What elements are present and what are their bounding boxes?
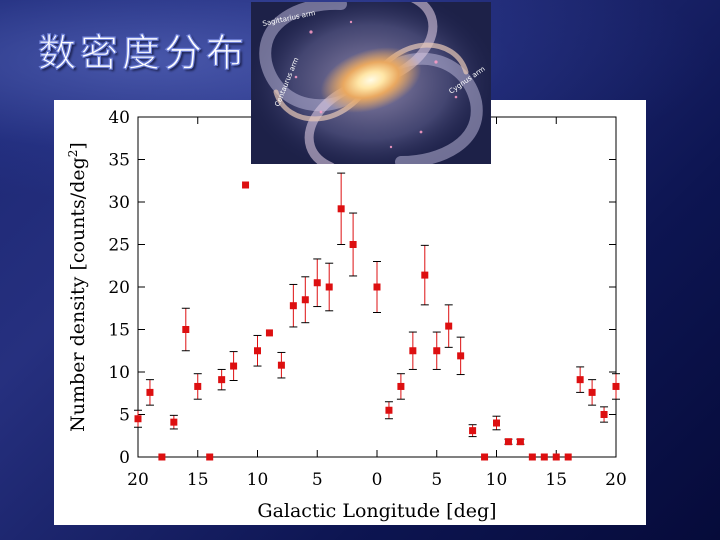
data-point <box>540 453 548 461</box>
data-point <box>600 411 608 418</box>
data-point <box>588 388 596 396</box>
slide-title: 数密度分布 <box>37 30 249 75</box>
x-tick-labels: 20 15 10 5 0 5 10 15 20 <box>127 470 627 490</box>
y-axis-label-sup: 2 <box>66 150 80 158</box>
error-bars <box>134 172 620 445</box>
data-point <box>313 279 321 287</box>
data-point <box>481 453 489 461</box>
data-point <box>158 453 166 461</box>
x-tick-label: 10 <box>247 470 269 490</box>
milky-way-illustration: Sagittarius arm Centaurus arm Cygnus arm <box>251 2 491 164</box>
data-point <box>301 296 309 304</box>
data-point <box>516 438 524 446</box>
y-axis-label-main: Number density [counts/deg <box>67 157 89 432</box>
x-tick-label: 20 <box>127 470 149 490</box>
x-tick-label: 5 <box>312 470 323 490</box>
y-tick-label: 20 <box>108 278 130 298</box>
data-point <box>170 418 178 426</box>
data-point <box>612 382 620 390</box>
data-point <box>552 453 560 461</box>
y-tick-label: 0 <box>119 448 130 468</box>
data-point <box>469 427 477 435</box>
y-tick-label: 10 <box>108 363 130 383</box>
y-axis-label-end: ] <box>67 142 89 149</box>
density-chart: 0 5 10 15 20 25 30 35 40 20 15 10 5 0 5 10 15 20 Galacti… <box>66 108 627 522</box>
data-point <box>242 181 250 189</box>
data-point <box>277 361 285 369</box>
data-point <box>230 362 238 370</box>
y-tick-label: 30 <box>108 193 130 213</box>
x-tick-label: 0 <box>372 470 383 490</box>
y-tick-label: 35 <box>108 151 130 171</box>
data-point <box>254 347 261 355</box>
data-point <box>182 326 190 333</box>
x-axis-label: Galactic Longitude [deg] <box>257 500 496 522</box>
data-point <box>337 205 345 213</box>
data-point <box>433 347 441 355</box>
data-point <box>206 453 214 461</box>
data-points <box>134 181 620 461</box>
y-tick-label: 40 <box>108 108 130 128</box>
data-point <box>397 382 405 390</box>
data-point <box>134 415 142 423</box>
data-point <box>146 388 154 396</box>
data-point <box>349 241 357 248</box>
x-tick-label: 20 <box>605 470 627 490</box>
x-tick-label: 5 <box>431 470 442 490</box>
data-point <box>457 352 465 360</box>
y-tick-label: 15 <box>108 321 130 341</box>
data-point <box>564 453 572 461</box>
chart-panel: 0 5 10 15 20 25 30 35 40 20 15 10 5 0 5 10 15 20 Galacti… <box>54 100 646 525</box>
tick-marks <box>137 116 617 458</box>
data-point <box>576 376 584 384</box>
data-point <box>504 438 512 446</box>
data-point <box>409 347 417 355</box>
y-tick-labels: 0 5 10 15 20 25 30 35 40 <box>108 108 130 468</box>
data-point <box>421 271 429 279</box>
data-point <box>445 322 453 330</box>
y-tick-label: 25 <box>108 236 130 256</box>
y-axis-label: Number density [counts/deg2] <box>66 142 89 432</box>
data-point <box>528 453 536 461</box>
data-point <box>265 329 273 337</box>
data-point <box>493 419 500 427</box>
x-tick-label: 15 <box>187 470 209 490</box>
data-point <box>373 283 381 291</box>
x-tick-label: 10 <box>486 470 508 490</box>
data-point <box>289 302 297 310</box>
y-tick-label: 5 <box>119 406 130 426</box>
data-point <box>218 376 226 384</box>
data-point <box>325 283 333 291</box>
data-point <box>385 406 393 414</box>
x-tick-label: 15 <box>545 470 567 490</box>
galaxy-image: Sagittarius arm Centaurus arm Cygnus arm <box>251 2 491 164</box>
data-point <box>194 382 202 390</box>
